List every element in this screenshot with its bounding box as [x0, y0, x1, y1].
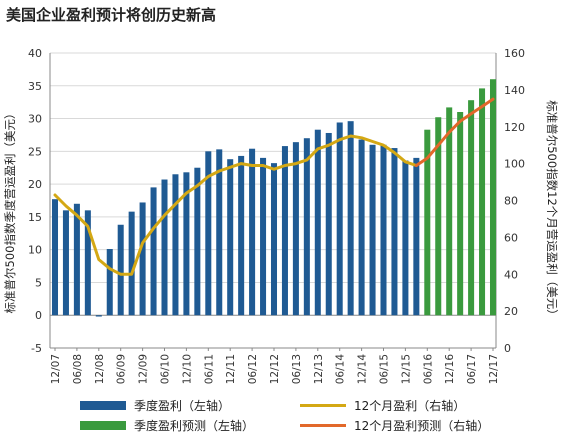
bar: [62, 210, 69, 316]
bar: [139, 202, 146, 316]
bar: [194, 167, 201, 316]
x-tick-label: 06/14: [335, 354, 347, 385]
left-tick-label: 20: [28, 178, 42, 191]
x-tick-label: 06/10: [160, 354, 172, 384]
left-tick-label: 25: [28, 145, 42, 158]
x-tick-label: 06/09: [116, 354, 128, 384]
x-tick-label: 12/07: [50, 354, 62, 384]
bar: [216, 149, 223, 316]
right-tick-label: 80: [504, 195, 518, 208]
bar: [161, 179, 168, 316]
bar: [336, 122, 343, 316]
x-tick-label: 06/17: [466, 354, 478, 384]
bar: [227, 159, 234, 316]
bar: [281, 146, 288, 316]
legend-label: 季度盈利预测（左轴）: [134, 418, 254, 433]
bar: [314, 129, 321, 316]
bar: [51, 199, 59, 316]
legend-label: 季度盈利（左轴）: [134, 398, 230, 413]
legend-label: 12个月盈利（右轴）: [354, 398, 465, 413]
legend-label: 12个月盈利预测（右轴）: [354, 418, 489, 433]
left-tick-label: -5: [31, 342, 42, 355]
bar: [468, 100, 475, 316]
bar: [369, 144, 376, 316]
left-tick-label: 35: [28, 80, 42, 93]
bar: [391, 148, 398, 316]
x-tick-label: 06/16: [422, 354, 434, 385]
bar: [380, 144, 387, 316]
bar: [325, 132, 332, 316]
bar: [347, 121, 354, 316]
bar: [183, 172, 190, 316]
right-axis-title: 标准普尔500指数12个月营运盈利（美元）: [545, 100, 559, 321]
bar: [358, 139, 365, 316]
left-tick-label: 10: [28, 244, 42, 257]
series-line: [414, 97, 495, 167]
right-tick-label: 40: [504, 268, 518, 281]
x-tick-label: 12/17: [488, 354, 500, 384]
bar: [270, 163, 278, 316]
bar: [424, 129, 431, 316]
bar: [292, 142, 299, 316]
legend-swatch: [80, 421, 126, 430]
bar: [73, 203, 80, 316]
bar: [413, 157, 420, 316]
left-tick-label: 30: [28, 113, 42, 126]
bar: [435, 117, 442, 316]
bar: [172, 174, 179, 316]
x-tick-label: 12/08: [94, 354, 106, 384]
bar: [446, 107, 453, 316]
x-tick-label: 06/12: [247, 354, 259, 384]
right-tick-label: 160: [504, 47, 525, 60]
bar: [402, 160, 409, 316]
bar: [260, 157, 267, 316]
series-line: [53, 134, 418, 276]
right-tick-label: 60: [504, 231, 518, 244]
right-tick-label: 140: [504, 84, 525, 97]
x-tick-label: 12/11: [225, 354, 237, 384]
bar: [457, 112, 464, 316]
right-tick-label: 100: [504, 158, 525, 171]
left-tick-label: 15: [28, 211, 42, 224]
x-tick-label: 12/13: [313, 354, 325, 384]
legend-swatch: [80, 401, 126, 410]
bar: [150, 187, 157, 316]
x-tick-label: 12/12: [269, 354, 281, 384]
left-axis-title: 标准普尔500指数季度营运盈利（美元）: [3, 108, 17, 314]
bar: [238, 155, 245, 316]
bar: [84, 210, 91, 316]
left-tick-label: 40: [28, 47, 42, 60]
bar: [489, 79, 497, 316]
left-tick-label: 0: [35, 309, 42, 322]
x-tick-label: 06/11: [203, 354, 215, 384]
bar: [205, 151, 212, 316]
bar: [128, 211, 135, 316]
x-tick-label: 12/09: [138, 354, 150, 384]
x-tick-label: 12/10: [181, 354, 193, 384]
right-tick-label: 120: [504, 121, 525, 134]
right-tick-label: 20: [504, 305, 518, 318]
x-tick-label: 12/14: [357, 354, 369, 385]
x-tick-label: 12/16: [444, 354, 456, 385]
x-tick-label: 12/15: [400, 354, 412, 384]
bar: [249, 148, 256, 316]
bar: [303, 138, 310, 316]
bar: [106, 249, 113, 316]
x-tick-label: 06/08: [72, 354, 84, 384]
bar: [95, 315, 102, 317]
left-tick-label: 5: [35, 276, 42, 289]
right-tick-label: 0: [504, 342, 511, 355]
x-tick-label: 06/13: [291, 354, 303, 384]
bar: [117, 224, 124, 316]
x-tick-label: 06/15: [379, 354, 391, 384]
bar: [479, 88, 486, 316]
chart-title: 美国企业盈利预计将创历史新高: [6, 6, 217, 24]
